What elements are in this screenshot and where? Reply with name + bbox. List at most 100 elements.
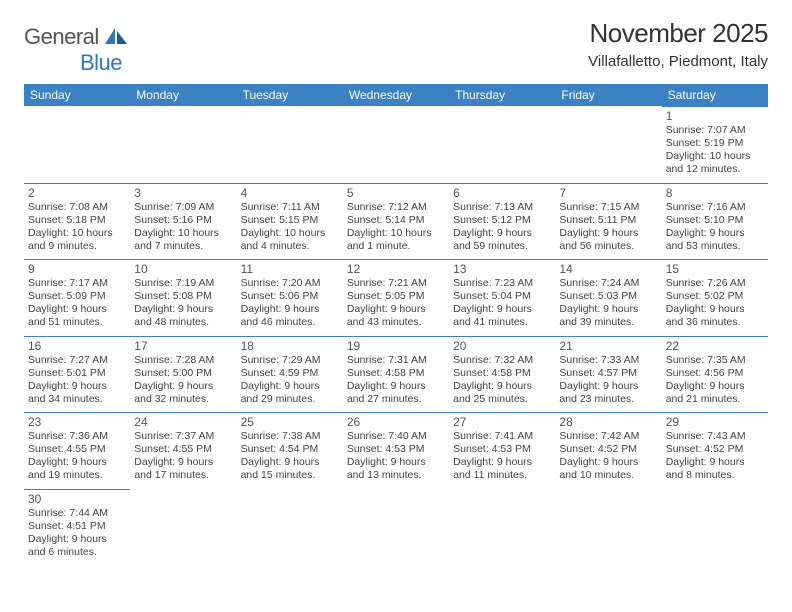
- daylight-line: Daylight: 9 hours and 10 minutes.: [559, 456, 657, 482]
- day-cell: 20Sunrise: 7:32 AMSunset: 4:58 PMDayligh…: [449, 336, 555, 413]
- calendar-cell: 7Sunrise: 7:15 AMSunset: 5:11 PMDaylight…: [555, 183, 661, 260]
- calendar-body: 1Sunrise: 7:07 AMSunset: 5:19 PMDaylight…: [24, 106, 768, 565]
- sunset-line: Sunset: 4:58 PM: [347, 367, 445, 380]
- day-cell: 12Sunrise: 7:21 AMSunset: 5:05 PMDayligh…: [343, 259, 449, 336]
- sunrise-line: Sunrise: 7:13 AM: [453, 201, 551, 214]
- calendar-header-row: SundayMondayTuesdayWednesdayThursdayFrid…: [24, 84, 768, 106]
- sunrise-line: Sunrise: 7:31 AM: [347, 354, 445, 367]
- sunrise-line: Sunrise: 7:44 AM: [28, 507, 126, 520]
- calendar-cell: 4Sunrise: 7:11 AMSunset: 5:15 PMDaylight…: [237, 183, 343, 260]
- daylight-line: Daylight: 9 hours and 6 minutes.: [28, 533, 126, 559]
- sunrise-line: Sunrise: 7:42 AM: [559, 430, 657, 443]
- calendar-table: SundayMondayTuesdayWednesdayThursdayFrid…: [24, 84, 768, 565]
- empty-cell: [555, 489, 661, 557]
- sunrise-line: Sunrise: 7:16 AM: [666, 201, 764, 214]
- sunset-line: Sunset: 5:00 PM: [134, 367, 232, 380]
- day-number: 28: [559, 415, 657, 429]
- sunrise-line: Sunrise: 7:27 AM: [28, 354, 126, 367]
- day-number: 17: [134, 339, 232, 353]
- day-cell: 29Sunrise: 7:43 AMSunset: 4:52 PMDayligh…: [662, 412, 768, 489]
- sunrise-line: Sunrise: 7:37 AM: [134, 430, 232, 443]
- empty-cell: [130, 489, 236, 557]
- day-cell: 16Sunrise: 7:27 AMSunset: 5:01 PMDayligh…: [24, 336, 130, 413]
- daylight-line: Daylight: 10 hours and 7 minutes.: [134, 227, 232, 253]
- empty-cell: [343, 489, 449, 557]
- day-cell: 1Sunrise: 7:07 AMSunset: 5:19 PMDaylight…: [662, 106, 768, 183]
- sunrise-line: Sunrise: 7:29 AM: [241, 354, 339, 367]
- calendar-week: 9Sunrise: 7:17 AMSunset: 5:09 PMDaylight…: [24, 259, 768, 336]
- day-number: 25: [241, 415, 339, 429]
- calendar-cell: [24, 106, 130, 183]
- day-number: 13: [453, 262, 551, 276]
- sunset-line: Sunset: 5:01 PM: [28, 367, 126, 380]
- sunset-line: Sunset: 5:05 PM: [347, 290, 445, 303]
- calendar-cell: 11Sunrise: 7:20 AMSunset: 5:06 PMDayligh…: [237, 259, 343, 336]
- calendar-cell: 18Sunrise: 7:29 AMSunset: 4:59 PMDayligh…: [237, 336, 343, 413]
- calendar-week: 23Sunrise: 7:36 AMSunset: 4:55 PMDayligh…: [24, 412, 768, 489]
- daylight-line: Daylight: 9 hours and 53 minutes.: [666, 227, 764, 253]
- empty-cell: [24, 106, 130, 174]
- sunset-line: Sunset: 4:51 PM: [28, 520, 126, 533]
- day-cell: 18Sunrise: 7:29 AMSunset: 4:59 PMDayligh…: [237, 336, 343, 413]
- calendar-cell: 24Sunrise: 7:37 AMSunset: 4:55 PMDayligh…: [130, 412, 236, 489]
- daylight-line: Daylight: 9 hours and 19 minutes.: [28, 456, 126, 482]
- day-cell: 26Sunrise: 7:40 AMSunset: 4:53 PMDayligh…: [343, 412, 449, 489]
- calendar-cell: 2Sunrise: 7:08 AMSunset: 5:18 PMDaylight…: [24, 183, 130, 260]
- daylight-line: Daylight: 9 hours and 36 minutes.: [666, 303, 764, 329]
- calendar-cell: 25Sunrise: 7:38 AMSunset: 4:54 PMDayligh…: [237, 412, 343, 489]
- empty-cell: [449, 106, 555, 174]
- brand-part1: General: [24, 24, 99, 50]
- day-cell: 9Sunrise: 7:17 AMSunset: 5:09 PMDaylight…: [24, 259, 130, 336]
- daylight-line: Daylight: 9 hours and 21 minutes.: [666, 380, 764, 406]
- calendar-cell: 3Sunrise: 7:09 AMSunset: 5:16 PMDaylight…: [130, 183, 236, 260]
- calendar-cell: [662, 489, 768, 566]
- sunset-line: Sunset: 5:18 PM: [28, 214, 126, 227]
- day-cell: 2Sunrise: 7:08 AMSunset: 5:18 PMDaylight…: [24, 183, 130, 260]
- daylight-line: Daylight: 9 hours and 13 minutes.: [347, 456, 445, 482]
- title-block: November 2025 Villafalletto, Piedmont, I…: [588, 18, 768, 70]
- day-cell: 11Sunrise: 7:20 AMSunset: 5:06 PMDayligh…: [237, 259, 343, 336]
- day-cell: 30Sunrise: 7:44 AMSunset: 4:51 PMDayligh…: [24, 489, 130, 566]
- calendar-cell: [555, 489, 661, 566]
- day-number: 30: [28, 492, 126, 506]
- sunset-line: Sunset: 4:57 PM: [559, 367, 657, 380]
- daylight-line: Daylight: 9 hours and 8 minutes.: [666, 456, 764, 482]
- sunset-line: Sunset: 5:10 PM: [666, 214, 764, 227]
- day-number: 8: [666, 186, 764, 200]
- day-cell: 6Sunrise: 7:13 AMSunset: 5:12 PMDaylight…: [449, 183, 555, 260]
- day-number: 29: [666, 415, 764, 429]
- daylight-line: Daylight: 9 hours and 29 minutes.: [241, 380, 339, 406]
- sunset-line: Sunset: 4:59 PM: [241, 367, 339, 380]
- daylight-line: Daylight: 9 hours and 27 minutes.: [347, 380, 445, 406]
- day-number: 10: [134, 262, 232, 276]
- day-number: 27: [453, 415, 551, 429]
- calendar-cell: 10Sunrise: 7:19 AMSunset: 5:08 PMDayligh…: [130, 259, 236, 336]
- day-number: 19: [347, 339, 445, 353]
- sunrise-line: Sunrise: 7:28 AM: [134, 354, 232, 367]
- daylight-line: Daylight: 10 hours and 9 minutes.: [28, 227, 126, 253]
- day-cell: 15Sunrise: 7:26 AMSunset: 5:02 PMDayligh…: [662, 259, 768, 336]
- sunset-line: Sunset: 5:11 PM: [559, 214, 657, 227]
- calendar-cell: 29Sunrise: 7:43 AMSunset: 4:52 PMDayligh…: [662, 412, 768, 489]
- day-number: 6: [453, 186, 551, 200]
- calendar-cell: 12Sunrise: 7:21 AMSunset: 5:05 PMDayligh…: [343, 259, 449, 336]
- sunset-line: Sunset: 5:14 PM: [347, 214, 445, 227]
- empty-cell: [662, 489, 768, 557]
- calendar-cell: 22Sunrise: 7:35 AMSunset: 4:56 PMDayligh…: [662, 336, 768, 413]
- sunrise-line: Sunrise: 7:07 AM: [666, 124, 764, 137]
- calendar-cell: [237, 106, 343, 183]
- calendar-cell: 23Sunrise: 7:36 AMSunset: 4:55 PMDayligh…: [24, 412, 130, 489]
- sunset-line: Sunset: 5:12 PM: [453, 214, 551, 227]
- day-header: Tuesday: [237, 84, 343, 106]
- sunrise-line: Sunrise: 7:43 AM: [666, 430, 764, 443]
- daylight-line: Daylight: 9 hours and 23 minutes.: [559, 380, 657, 406]
- day-number: 26: [347, 415, 445, 429]
- calendar-cell: 28Sunrise: 7:42 AMSunset: 4:52 PMDayligh…: [555, 412, 661, 489]
- sunset-line: Sunset: 4:52 PM: [559, 443, 657, 456]
- day-header: Sunday: [24, 84, 130, 106]
- day-cell: 14Sunrise: 7:24 AMSunset: 5:03 PMDayligh…: [555, 259, 661, 336]
- sunset-line: Sunset: 5:04 PM: [453, 290, 551, 303]
- calendar-cell: [343, 106, 449, 183]
- day-number: 3: [134, 186, 232, 200]
- sunrise-line: Sunrise: 7:26 AM: [666, 277, 764, 290]
